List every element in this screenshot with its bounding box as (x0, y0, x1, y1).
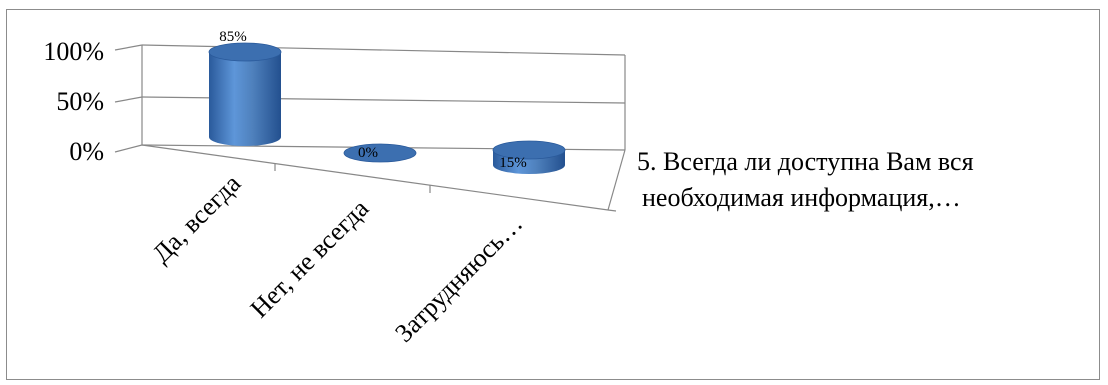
data-label-1: 0% (358, 145, 378, 161)
bar-series (208, 42, 566, 174)
bar-cylinder-top-1 (343, 143, 417, 163)
x-axis-category-labels: Да, всегда Нет, не всегда Затрудняюсь… (147, 168, 529, 347)
data-label-0: 85% (219, 29, 247, 45)
data-labels: 85% 0% 15% (219, 29, 527, 171)
side-wall-bottom-edge (114, 144, 143, 153)
y-tick-50: 50% (56, 87, 104, 116)
data-label-2: 15% (499, 155, 527, 171)
y-axis-tick-labels: 100% 50% 0% (43, 37, 104, 166)
floor-front-edge (141, 144, 609, 211)
chart-frame (6, 9, 1100, 380)
chart-walls (114, 44, 626, 212)
bar-cylinder-1 (343, 143, 417, 163)
bar-cylinder-top-0 (208, 42, 282, 62)
bar-cylinder-body-0 (209, 52, 281, 146)
floor-right-tick (607, 209, 617, 212)
side-wall-top-edge (114, 44, 143, 51)
category-label-2: Затрудняюсь… (389, 209, 528, 348)
category-label-1: Нет, не всегда (245, 193, 375, 323)
legend-line-2: необходимая информация,… (642, 183, 961, 212)
bar-cylinder-top-2 (492, 140, 566, 160)
category-label-0: Да, всегда (147, 168, 247, 268)
bar-cylinder-0 (208, 42, 282, 146)
legend: 5. Всегда ли доступна Вам вся необходима… (637, 147, 974, 212)
floor-right-edge (607, 149, 626, 211)
y-tick-100: 100% (43, 37, 104, 66)
bar-cylinder-2 (492, 140, 566, 174)
legend-line-1: 5. Всегда ли доступна Вам вся (637, 147, 974, 176)
side-wall-grid-50 (114, 96, 143, 103)
y-tick-0: 0% (69, 137, 104, 166)
